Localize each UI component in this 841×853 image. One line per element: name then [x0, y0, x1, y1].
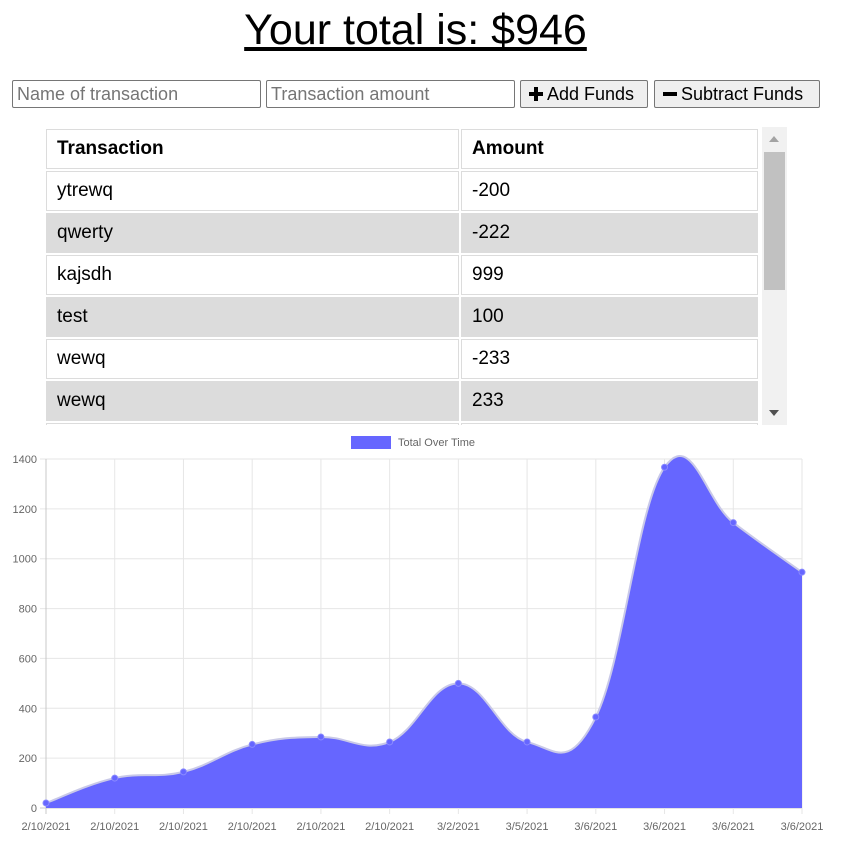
data-point [386, 738, 394, 746]
header-transaction: Transaction [46, 129, 459, 169]
transaction-name-cell: test [46, 297, 459, 337]
subtract-funds-label: Subtract Funds [681, 83, 804, 104]
transaction-name-cell: qwerty [46, 213, 459, 253]
transaction-amount-cell: 233 [461, 381, 758, 421]
x-tick-label: 3/2/2021 [437, 821, 480, 833]
x-tick-label: 3/6/2021 [712, 821, 755, 833]
table-row: wewq 233 [46, 381, 758, 421]
scrollbar-thumb[interactable] [764, 152, 785, 290]
add-funds-button[interactable]: Add Funds [520, 80, 648, 108]
subtract-funds-button[interactable]: Subtract Funds [654, 80, 820, 108]
x-tick-label: 3/6/2021 [643, 821, 686, 833]
x-tick-label: 2/10/2021 [22, 821, 71, 833]
total-heading: Your total is: $946 [244, 6, 587, 54]
y-tick-label: 0 [31, 803, 37, 815]
data-point [111, 774, 119, 782]
table-row: test 100 [46, 297, 758, 337]
y-tick-label: 800 [19, 604, 37, 616]
y-tick-label: 400 [19, 703, 37, 715]
transaction-amount-cell: -233 [461, 339, 758, 379]
header-amount: Amount [461, 129, 758, 169]
table-row: qwerty -222 [46, 213, 758, 253]
transaction-name-cell: wewq [46, 381, 459, 421]
x-tick-label: 2/10/2021 [159, 821, 208, 833]
table-scrollbar[interactable] [762, 127, 787, 425]
data-point [523, 738, 531, 746]
x-tick-label: 2/10/2021 [228, 821, 277, 833]
x-tick-label: 2/10/2021 [90, 821, 139, 833]
legend-label: Total Over Time [398, 437, 475, 449]
transaction-amount-cell: 999 [461, 255, 758, 295]
data-point [729, 519, 737, 527]
data-point [454, 679, 462, 687]
minus-icon [663, 87, 677, 101]
table-header-row: Transaction Amount [46, 129, 758, 169]
x-tick-label: 2/10/2021 [296, 821, 345, 833]
y-tick-label: 1400 [13, 454, 37, 466]
transactions-table: Transaction Amount ytrewq -200 qwerty -2… [46, 127, 760, 425]
legend-swatch [351, 436, 391, 449]
transaction-amount-cell: -200 [461, 171, 758, 211]
x-axis-tick-labels: 2/10/2021 2/10/2021 2/10/2021 2/10/2021 2/10… [22, 821, 824, 833]
transaction-name-cell: kajsdh [46, 255, 459, 295]
data-point [248, 740, 256, 748]
x-tick-label: 3/6/2021 [574, 821, 617, 833]
transaction-amount-cell: -222 [461, 213, 758, 253]
transactions-table-container[interactable]: Transaction Amount ytrewq -200 qwerty -2… [46, 127, 787, 425]
y-axis-tick-labels: 0 200 400 600 800 1000 1200 1400 [13, 454, 37, 815]
transaction-name-input[interactable] [12, 80, 261, 108]
table-row: ytrewq -200 [46, 171, 758, 211]
table-row: wewq -233 [46, 339, 758, 379]
y-tick-label: 200 [19, 753, 37, 765]
scroll-down-arrow-icon[interactable] [769, 410, 779, 416]
scroll-up-arrow-icon[interactable] [769, 136, 779, 142]
data-point [661, 463, 669, 471]
y-tick-label: 600 [19, 653, 37, 665]
x-tick-label: 2/10/2021 [365, 821, 414, 833]
transaction-amount-cell: 100 [461, 297, 758, 337]
transaction-name-cell: wewq [46, 339, 459, 379]
data-point [42, 799, 50, 807]
chart-legend: Total Over Time [351, 436, 475, 449]
transaction-name-cell: ytrewq [46, 171, 459, 211]
data-point [592, 713, 600, 721]
series-points [42, 463, 806, 807]
table-row [46, 423, 758, 425]
transaction-amount-input[interactable] [266, 80, 515, 108]
y-tick-label: 1000 [13, 554, 37, 566]
table-row: kajsdh 999 [46, 255, 758, 295]
x-tick-label: 3/6/2021 [781, 821, 824, 833]
add-funds-label: Add Funds [547, 83, 635, 104]
data-point [317, 733, 325, 741]
transaction-amount-cell [461, 423, 758, 425]
x-tick-label: 3/5/2021 [506, 821, 549, 833]
y-tick-label: 1200 [13, 504, 37, 516]
transaction-name-cell [46, 423, 459, 425]
plus-icon [529, 87, 543, 101]
data-point [179, 768, 187, 776]
series-area [46, 456, 802, 808]
data-point [798, 568, 806, 576]
